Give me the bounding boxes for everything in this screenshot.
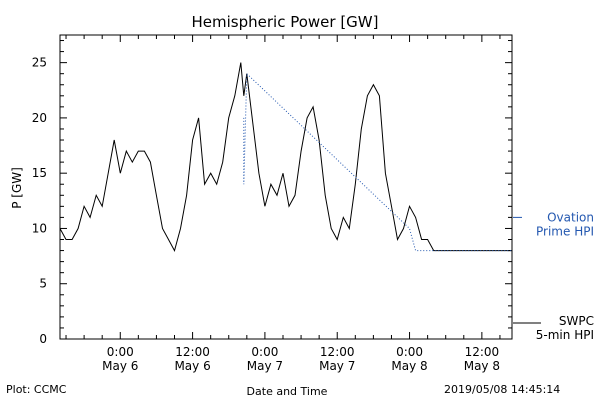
y-tick-label: 10	[32, 221, 47, 235]
swpc-hpi-series-line	[59, 62, 512, 252]
x-tick-label-date: May 6	[102, 359, 138, 373]
x-tick-label-date: May 7	[319, 359, 355, 373]
x-tick-label-time: 12:00	[465, 345, 500, 359]
y-tick-label: 25	[32, 56, 47, 70]
y-tick-label: 15	[32, 166, 47, 180]
series-layer	[59, 62, 512, 252]
y-tick-label: 0	[39, 332, 47, 346]
y-tick-label: 5	[39, 277, 47, 291]
x-tick-label-date: May 8	[391, 359, 427, 373]
legend-label-line2: Prime HPI	[536, 224, 594, 238]
plot-credit: Plot: CCMC	[6, 383, 67, 396]
x-tick-label-date: May 7	[247, 359, 283, 373]
y-axis-ticks: 0 5 10 15 20 25	[32, 40, 512, 346]
x-tick-label-time: 0:00	[251, 345, 278, 359]
legend-label-line1: SWPC	[559, 314, 594, 328]
plot-timestamp: 2019/05/08 14:45:14	[444, 383, 561, 396]
x-tick-label-time: 0:00	[107, 345, 134, 359]
ovation-prime-series-line	[243, 72, 512, 252]
chart-title: Hemispheric Power [GW]	[192, 13, 379, 31]
x-tick-label-date: May 8	[464, 359, 500, 373]
legend-label-line1: Ovation	[547, 210, 594, 224]
x-axis-label: Date and Time	[247, 385, 328, 398]
y-tick-label: 20	[32, 111, 47, 125]
y-axis-label: P [GW]	[10, 167, 24, 209]
legend-label-line2: 5-min HPI	[536, 328, 594, 342]
x-tick-label-time: 12:00	[320, 345, 355, 359]
x-tick-label-time: 0:00	[396, 345, 423, 359]
x-tick-label-date: May 6	[174, 359, 210, 373]
x-tick-label-time: 12:00	[175, 345, 210, 359]
plot-frame	[59, 34, 513, 340]
